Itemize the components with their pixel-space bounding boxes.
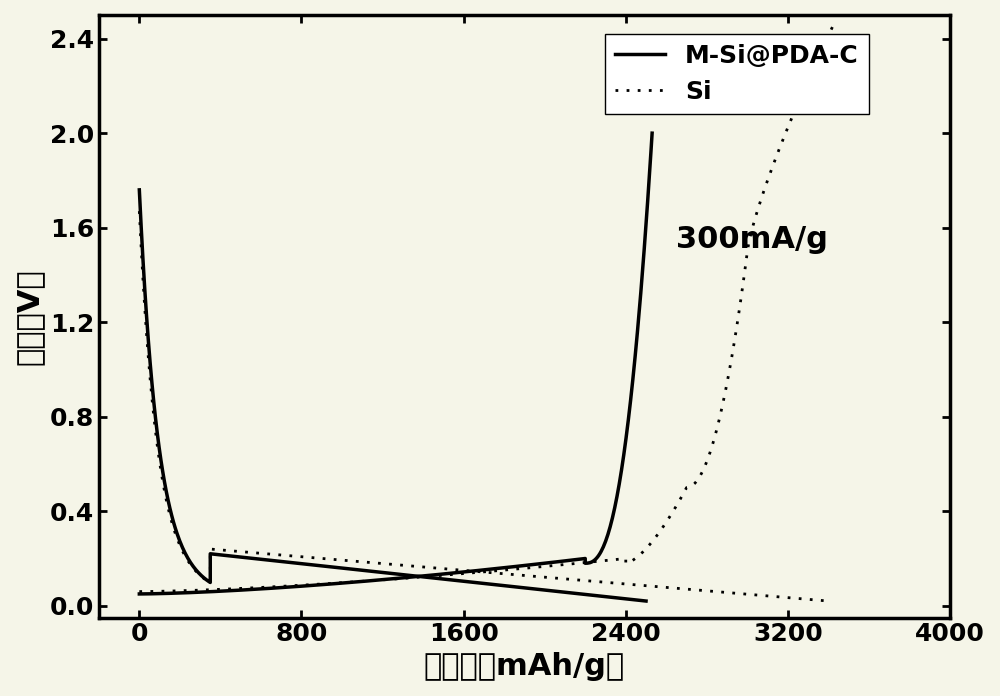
Y-axis label: 电压（V）: 电压（V）	[15, 268, 44, 365]
X-axis label: 比容量（mAh/g）: 比容量（mAh/g）	[424, 652, 625, 681]
Line: Si: Si	[139, 211, 828, 601]
Si	[133, 207, 145, 215]
Legend: M-Si@PDA-C, Si: M-Si@PDA-C, Si	[605, 33, 869, 114]
Si	[304, 553, 316, 562]
Text: 300mA/g: 300mA/g	[676, 225, 828, 254]
Si	[161, 500, 173, 508]
M-Si@PDA-C	[171, 530, 183, 538]
Si	[650, 583, 662, 591]
Si	[167, 521, 179, 529]
M-Si@PDA-C	[640, 597, 652, 606]
Si	[781, 594, 793, 602]
M-Si@PDA-C	[133, 186, 145, 194]
M-Si@PDA-C	[634, 596, 646, 605]
Si	[301, 553, 313, 562]
M-Si@PDA-C	[203, 578, 215, 586]
M-Si@PDA-C	[590, 592, 602, 600]
Line: M-Si@PDA-C: M-Si@PDA-C	[139, 190, 646, 601]
M-Si@PDA-C	[514, 583, 526, 592]
M-Si@PDA-C	[500, 582, 512, 590]
Si	[822, 597, 834, 606]
